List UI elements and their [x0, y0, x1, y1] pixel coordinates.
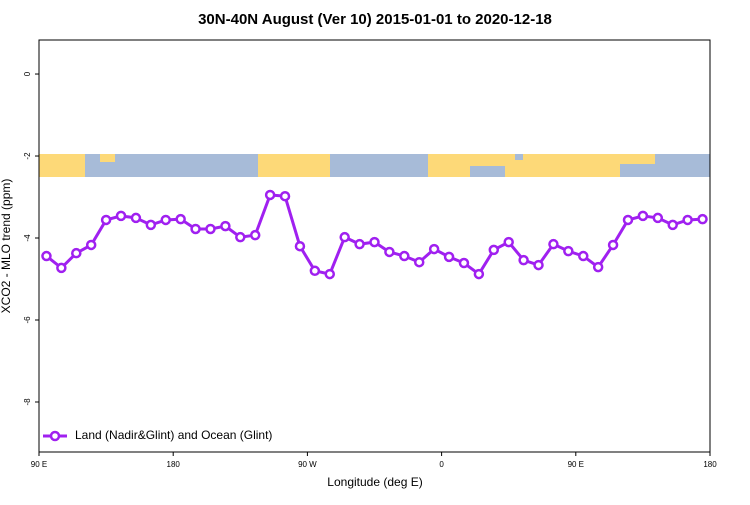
x-tick-label: 90 E: [568, 460, 584, 469]
plot-frame: [38, 39, 711, 453]
y-tick-label: -2: [23, 152, 32, 160]
data-point: [622, 214, 634, 226]
data-point: [264, 189, 276, 201]
data-point: [652, 212, 664, 224]
data-point: [190, 223, 201, 235]
data-point: [294, 240, 306, 252]
data-point: [533, 259, 544, 271]
data-point: [458, 257, 470, 269]
legend-marker: [49, 430, 61, 442]
data-point: [667, 219, 678, 231]
data-point: [399, 250, 410, 262]
y-tick-label: -6: [23, 316, 32, 324]
x-axis-label: Longitude (deg E): [327, 475, 422, 489]
y-tick-label: -8: [23, 398, 32, 406]
data-point: [413, 256, 425, 268]
data-point: [503, 236, 514, 248]
data-point: [205, 223, 216, 235]
data-point: [473, 268, 485, 280]
data-point: [100, 214, 112, 226]
data-point: [130, 212, 142, 224]
data-point: [488, 244, 500, 256]
data-point: [249, 229, 261, 241]
x-tick-label: 90 W: [298, 460, 317, 469]
data-point: [160, 214, 171, 226]
data-point: [339, 231, 350, 243]
data-point: [682, 214, 693, 226]
data-point: [235, 231, 246, 243]
y-axis-label: XCO2 - MLO trend (ppm): [0, 179, 13, 314]
data-point: [369, 236, 380, 248]
series-line: [45, 193, 703, 277]
data-point: [384, 246, 395, 258]
map-strip: [39, 154, 710, 177]
y-tick-label: 0: [23, 71, 32, 76]
data-point: [518, 254, 529, 266]
data-point: [145, 219, 157, 231]
data-point: [697, 213, 708, 225]
data-point: [71, 247, 82, 259]
legend-label: Land (Nadir&Glint) and Ocean (Glint): [75, 428, 272, 442]
x-tick-label: 0: [439, 460, 444, 469]
data-point: [563, 245, 574, 257]
data-point: [607, 239, 619, 251]
data-point: [279, 190, 291, 202]
data-point: [354, 238, 365, 250]
data-point: [309, 265, 321, 277]
x-tick-label: 180: [703, 460, 717, 469]
data-point: [428, 243, 440, 255]
data-point: [175, 213, 186, 225]
data-point: [85, 239, 97, 251]
x-tick-label: 180: [167, 460, 181, 469]
data-point: [41, 250, 52, 262]
y-tick-label: -4: [23, 234, 32, 242]
data-point: [578, 250, 589, 262]
data-point: [115, 210, 127, 222]
x-tick-label: 90 E: [31, 460, 47, 469]
data-point: [548, 238, 559, 250]
data-point: [56, 262, 67, 274]
data-point: [592, 261, 604, 273]
data-point: [637, 210, 649, 222]
data-point: [220, 220, 231, 232]
data-point: [443, 251, 455, 263]
data-point: [324, 268, 336, 280]
chart-title: 30N-40N August (Ver 10) 2015-01-01 to 20…: [198, 11, 552, 28]
